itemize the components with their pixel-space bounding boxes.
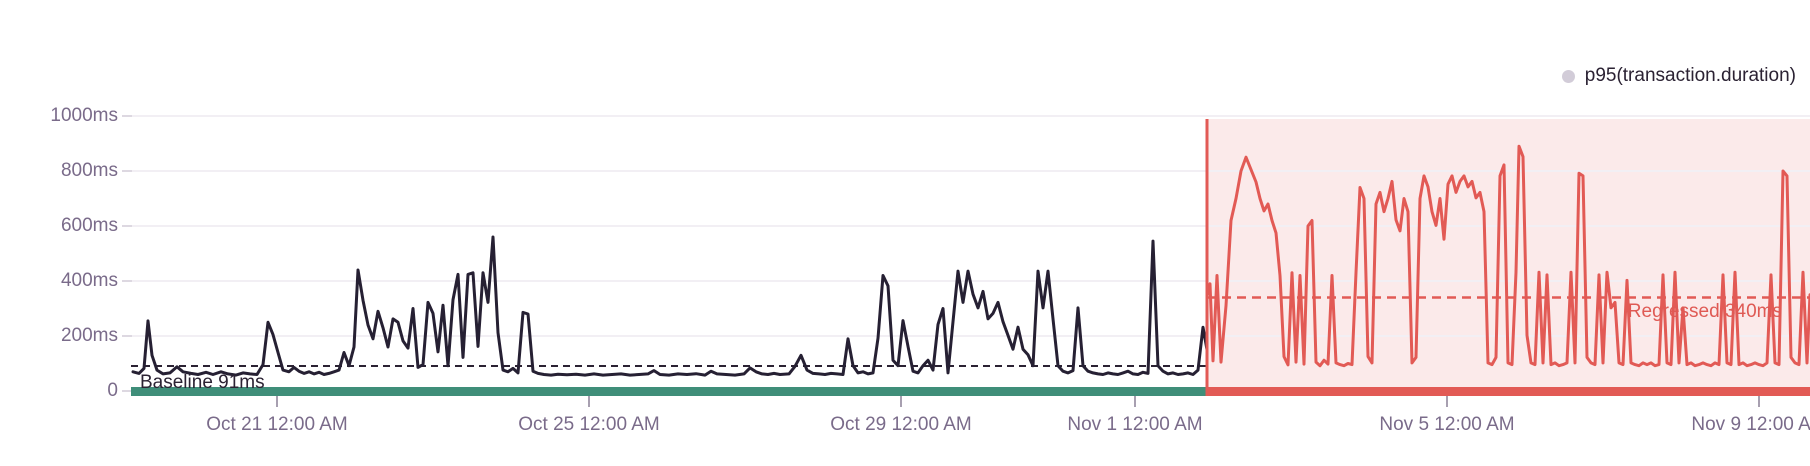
x-axis-label-oct25: Oct 25 12:00 AM [518,414,660,435]
legend-series-label: p95(transaction.duration) [1584,65,1796,86]
y-axis-label-600ms: 600ms [60,215,118,236]
x-axis-label-nov1: Nov 1 12:00 AM [1067,414,1203,435]
x-axis-label-nov9: Nov 9 12:00 AM [1691,414,1810,435]
y-axis-label-800ms: 800ms [60,160,118,181]
y-axis-label-200ms: 200ms [60,325,118,346]
x-axis-label-nov5: Nov 5 12:00 AM [1379,414,1515,435]
y-axis-label-400ms: 400ms [60,270,118,291]
regressed-annotation-label: Regressed 340ms [1627,301,1782,322]
baseline-annotation-label: Baseline 91ms [140,372,265,393]
y-axis-label-0: 0 [107,380,118,401]
legend-series-dot-icon [1561,69,1575,83]
y-axis-label-1000ms: 1000ms [50,105,118,126]
x-axis-label-oct29: Oct 29 12:00 AM [830,414,972,435]
chart-legend[interactable]: p95(transaction.duration) [1561,65,1796,87]
x-axis-label-oct21: Oct 21 12:00 AM [206,414,348,435]
